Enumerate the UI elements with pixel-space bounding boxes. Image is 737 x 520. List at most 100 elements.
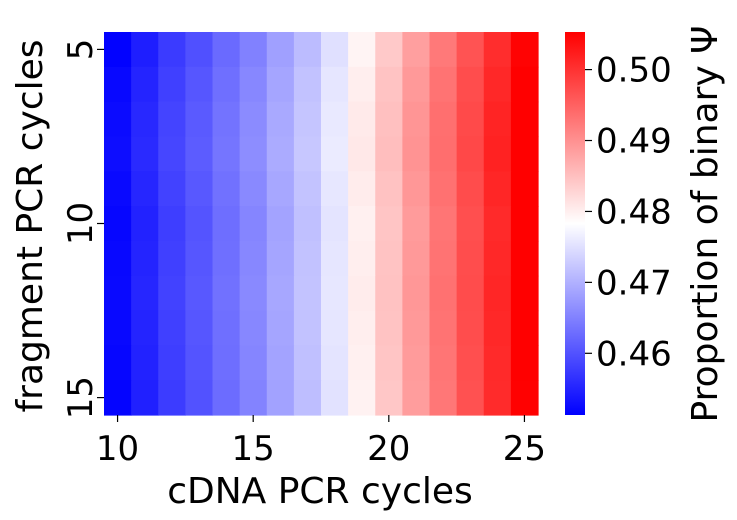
heatmap-cell	[429, 275, 458, 312]
colorbar	[565, 32, 585, 415]
heatmap-cell	[483, 66, 512, 103]
heatmap-cell	[158, 171, 186, 207]
heatmap-cell	[239, 101, 268, 138]
heatmap-cell	[375, 310, 403, 346]
heatmap-cell	[131, 380, 159, 416]
heatmap-cell	[456, 136, 485, 172]
heatmap-cell	[293, 66, 322, 103]
heatmap-cell	[266, 171, 295, 207]
heatmap-cell	[239, 136, 268, 172]
heatmap-cell	[293, 240, 322, 277]
heatmap-cell	[131, 206, 159, 242]
heatmap-cell	[483, 171, 512, 207]
heatmap-cell	[402, 380, 431, 416]
colorbar-tick-label: 0.49	[596, 122, 672, 162]
heatmap-cell	[402, 66, 431, 103]
heatmap-cell	[375, 101, 403, 138]
heatmap-cell	[158, 66, 186, 103]
heatmap-cell	[483, 380, 512, 416]
y-axis-label: fragment PCR cycles	[10, 39, 51, 412]
heatmap-cell	[158, 380, 186, 416]
heatmap-cell	[131, 275, 159, 312]
heatmap-cell	[348, 310, 376, 346]
heatmap-cell	[402, 32, 431, 68]
heatmap-cell	[510, 345, 539, 381]
heatmap-cell	[266, 32, 295, 68]
heatmap-cell	[321, 206, 349, 242]
heatmap-cell	[348, 136, 376, 172]
heatmap-cell	[239, 345, 268, 381]
heatmap-cell	[239, 171, 268, 207]
heatmap-cell	[158, 310, 186, 346]
heatmap-cell	[348, 240, 376, 277]
heatmap-cell	[212, 275, 241, 312]
heatmap-cell	[402, 171, 431, 207]
heatmap-cell	[185, 345, 214, 381]
heatmap-cell	[483, 310, 512, 346]
heatmap-cell	[239, 240, 268, 277]
heatmap-cell	[456, 310, 485, 346]
heatmap-cell	[239, 380, 268, 416]
heatmap-cell	[239, 206, 268, 242]
heatmap-cell	[321, 32, 349, 68]
heatmap-cell	[293, 136, 322, 172]
heatmap-cell	[185, 171, 214, 207]
heatmap-cell	[104, 32, 132, 68]
heatmap-cell	[321, 171, 349, 207]
heatmap-cell	[375, 136, 403, 172]
heatmap-cell	[266, 206, 295, 242]
heatmap-cell	[375, 206, 403, 242]
heatmap-cell	[131, 101, 159, 138]
heatmap-cell	[510, 240, 539, 277]
x-tick-label: 10	[96, 429, 139, 469]
heatmap-cell	[266, 136, 295, 172]
y-tick-label: 15	[61, 376, 101, 419]
heatmap-cell	[158, 275, 186, 312]
heatmap-cell	[212, 32, 241, 68]
heatmap-cell	[375, 66, 403, 103]
heatmap-cell	[483, 32, 512, 68]
heatmap-cell	[348, 32, 376, 68]
heatmap-cell	[185, 275, 214, 312]
heatmap-cell	[456, 206, 485, 242]
heatmap-cell	[429, 345, 458, 381]
colorbar-tick-label: 0.50	[596, 51, 672, 91]
heatmap-cell	[348, 380, 376, 416]
heatmap-cell	[239, 275, 268, 312]
heatmap-cell	[104, 275, 132, 312]
heatmap-cells	[104, 32, 539, 416]
heatmap-cell	[185, 240, 214, 277]
heatmap-cell	[510, 380, 539, 416]
heatmap-cell	[456, 101, 485, 138]
heatmap-cell	[266, 275, 295, 312]
heatmap-cell	[402, 206, 431, 242]
heatmap-cell	[293, 310, 322, 346]
heatmap-cell	[483, 275, 512, 312]
heatmap-cell	[212, 136, 241, 172]
heatmap-cell	[375, 380, 403, 416]
heatmap-cell	[185, 32, 214, 68]
heatmap-cell	[185, 66, 214, 103]
heatmap-cell	[456, 32, 485, 68]
heatmap-cell	[293, 345, 322, 381]
y-tick-label: 10	[61, 202, 101, 245]
heatmap-cell	[293, 171, 322, 207]
heatmap-cell	[212, 171, 241, 207]
heatmap-cell	[402, 101, 431, 138]
heatmap-cell	[266, 380, 295, 416]
heatmap-cell	[185, 206, 214, 242]
heatmap-cell	[212, 345, 241, 381]
heatmap-cell	[510, 171, 539, 207]
heatmap-cell	[429, 136, 458, 172]
heatmap-cell	[293, 380, 322, 416]
x-tick-label: 25	[503, 429, 546, 469]
heatmap-cell	[429, 240, 458, 277]
heatmap-cell	[429, 101, 458, 138]
heatmap-cell	[402, 310, 431, 346]
heatmap-cell	[510, 32, 539, 68]
heatmap-cell	[429, 206, 458, 242]
heatmap-cell	[456, 345, 485, 381]
heatmap-cell	[348, 171, 376, 207]
heatmap-cell	[131, 345, 159, 381]
heatmap-cell	[104, 136, 132, 172]
